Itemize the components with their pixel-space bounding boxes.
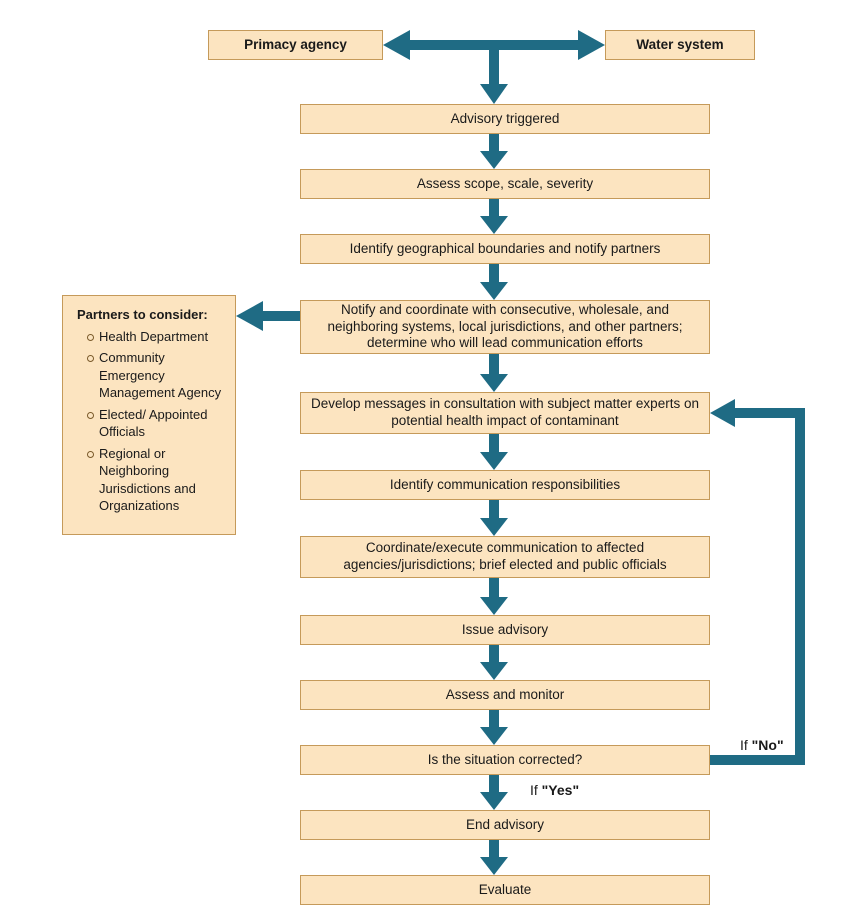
down-arrow [480,199,508,234]
flow-box-assess-monitor: Assess and monitor [300,680,710,710]
partners-list-item: Health Department [87,328,223,346]
partners-list-item: Elected/ Appointed Officials [87,406,223,441]
branch-label-no: If "No" [740,737,784,753]
partners-sidebar-title: Partners to consider: [77,306,223,324]
header-bidirectional-arrow [383,30,605,104]
flow-label: Identify geographical boundaries and not… [350,241,661,258]
partners-sidebar: Partners to consider: Health Department … [62,295,236,535]
down-arrow [480,645,508,680]
flow-box-assess-scope: Assess scope, scale, severity [300,169,710,199]
partners-list-item: Community Emergency Management Agency [87,349,223,402]
flow-box-issue-advisory: Issue advisory [300,615,710,645]
flow-box-identify-responsibilities: Identify communication responsibilities [300,470,710,500]
flow-box-develop-messages: Develop messages in consultation with su… [300,392,710,434]
feedback-loop-arrow [710,399,805,765]
branch-yes-bold: "Yes" [542,782,579,798]
flow-box-situation-corrected: Is the situation corrected? [300,745,710,775]
down-arrow [480,710,508,745]
sidebar-left-arrow [236,301,300,331]
flow-box-notify-coordinate: Notify and coordinate with consecutive, … [300,300,710,354]
down-arrow [480,840,508,875]
flow-label: Assess and monitor [446,687,565,704]
down-arrow [480,134,508,169]
down-arrow [480,578,508,615]
flow-box-end-advisory: End advisory [300,810,710,840]
branch-label-yes: If "Yes" [530,782,579,798]
partners-list: Health Department Community Emergency Ma… [77,328,223,515]
flow-label: Develop messages in consultation with su… [311,396,699,430]
down-arrow [480,264,508,300]
header-water-system: Water system [605,30,755,60]
header-water-label: Water system [636,37,723,54]
branch-no-bold: "No" [752,737,784,753]
flow-box-identify-boundaries: Identify geographical boundaries and not… [300,234,710,264]
branch-yes-prefix: If [530,782,542,798]
flow-box-coordinate-execute: Coordinate/execute communication to affe… [300,536,710,578]
flow-label: Coordinate/execute communication to affe… [311,540,699,574]
flow-label: Assess scope, scale, severity [417,176,593,193]
flow-label: End advisory [466,817,544,834]
partners-list-item: Regional or Neighboring Jurisdictions an… [87,445,223,515]
down-arrow [480,434,508,470]
flow-label: Is the situation corrected? [428,752,583,769]
flow-label: Advisory triggered [451,111,560,128]
down-arrow-yes [480,775,508,810]
header-primacy-agency: Primacy agency [208,30,383,60]
header-primacy-label: Primacy agency [244,37,347,54]
flow-label: Notify and coordinate with consecutive, … [311,302,699,353]
flow-label: Evaluate [479,882,532,899]
branch-no-prefix: If [740,737,752,753]
down-arrow [480,500,508,536]
flow-box-advisory-triggered: Advisory triggered [300,104,710,134]
flow-label: Issue advisory [462,622,548,639]
flow-box-evaluate: Evaluate [300,875,710,905]
down-arrow [480,354,508,392]
flow-label: Identify communication responsibilities [390,477,620,494]
